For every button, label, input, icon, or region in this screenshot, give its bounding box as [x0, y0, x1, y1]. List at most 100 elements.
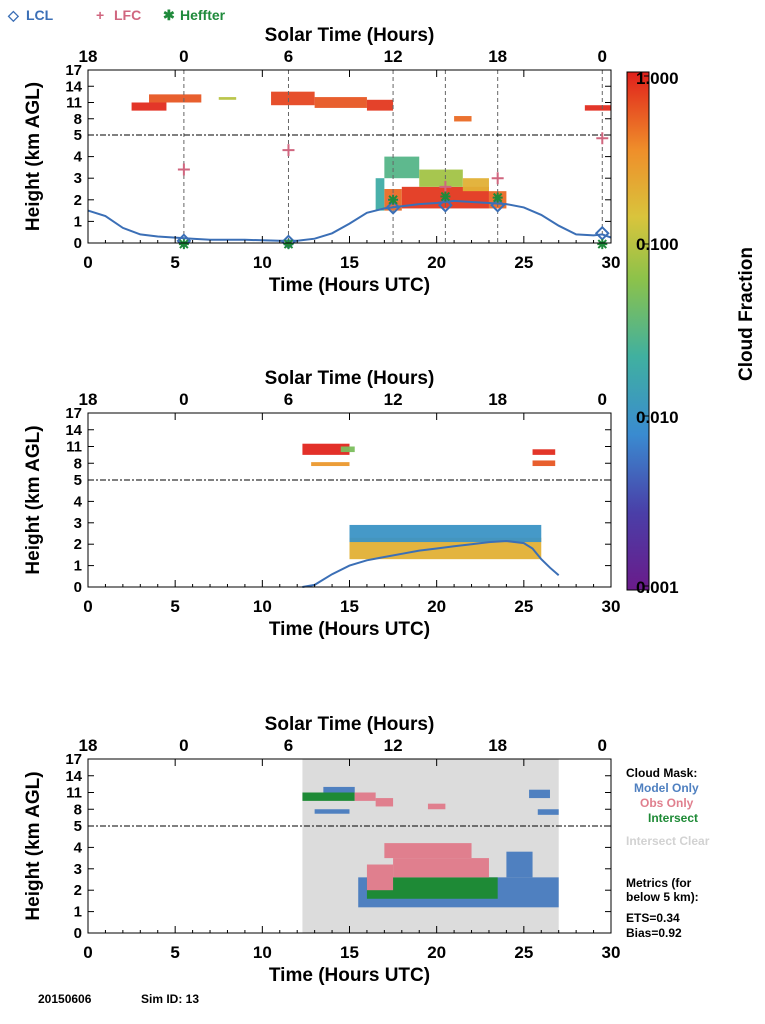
legend-lcl-label: LCL: [26, 7, 54, 23]
x-tick-label: 10: [253, 253, 272, 272]
y-tick-label: 2: [74, 882, 82, 899]
lfc-point: [282, 144, 295, 157]
cloud-mask-cell-model: [506, 851, 533, 878]
top-axis-title: Solar Time (Hours): [265, 25, 435, 46]
colorbar-gradient: [626, 71, 650, 591]
cloud-fraction-cell: [584, 105, 611, 111]
lcl-line: [302, 539, 560, 588]
cloud-mask-cell-intersect: [366, 877, 498, 899]
y-tick-label: 4: [74, 493, 83, 510]
cloud-mask-model-only: Model Only: [634, 781, 699, 795]
cloud-fraction-cell: [532, 449, 556, 455]
cloud-mask-cell-model: [537, 809, 559, 815]
lcl-point: [385, 199, 401, 215]
cloud-mask-cell-obs: [393, 858, 489, 878]
x-tick-label: 5: [170, 253, 179, 272]
x-tick-label: 25: [514, 597, 533, 616]
legend-heffter-symbol: ✱: [163, 7, 175, 23]
heffter-point: [597, 239, 608, 250]
metrics-ets: ETS=0.34: [626, 911, 680, 925]
legend-heffter-label: Heffter: [180, 7, 226, 23]
top-axis-title: Solar Time (Hours): [265, 368, 435, 389]
top-tick-label: 18: [488, 47, 507, 66]
lcl-point: [437, 197, 453, 213]
metrics-title-line1: Metrics (for: [626, 876, 692, 890]
x-tick-label: 15: [340, 943, 359, 962]
heffter-point: [440, 191, 451, 202]
y-tick-label: 3: [74, 170, 82, 187]
top-tick-label: 18: [79, 736, 98, 755]
cloud-mask-title: Cloud Mask:: [626, 766, 697, 780]
y-tick-label: 5: [74, 818, 82, 835]
cloud-fraction-cell: [218, 97, 237, 100]
legend-lfc-symbol: +: [96, 7, 104, 23]
colorbar-tick-label: 0.100: [636, 235, 679, 254]
cloud-fraction-cell: [131, 102, 167, 111]
top-tick-label: 6: [284, 390, 293, 409]
y-tick-label: 2: [74, 192, 82, 209]
y-tick-label: 1: [74, 213, 82, 230]
x-tick-label: 20: [427, 253, 446, 272]
y-tick-label: 17: [65, 405, 82, 422]
y-tick-label: 5: [74, 127, 82, 144]
heffter-point: [388, 194, 399, 205]
cloud-fraction-cell: [532, 460, 556, 467]
y-tick-label: 1: [74, 904, 82, 921]
y-tick-label: 4: [74, 149, 83, 166]
y-tick-label: 0: [74, 235, 82, 252]
top-tick-label: 0: [598, 47, 607, 66]
cloud-fraction-cell: [311, 462, 350, 467]
lfc-point: [177, 163, 190, 176]
cloud-fraction-cell: [419, 169, 463, 187]
cloud-mask-obs-only: Obs Only: [640, 796, 694, 810]
y-tick-label: 1: [74, 558, 82, 575]
top-tick-label: 12: [384, 390, 403, 409]
lcl-line: [87, 199, 612, 242]
cloud-fraction-cell: [366, 99, 394, 111]
cloud-fraction-cell: [314, 97, 367, 108]
y-tick-label: 11: [66, 785, 82, 802]
top-tick-label: 12: [384, 47, 403, 66]
lfc-point: [439, 180, 452, 193]
cloud-mask-cell-obs: [375, 798, 394, 807]
heffter-point: [283, 239, 294, 250]
legend-lfc-label: LFC: [114, 7, 141, 23]
x-axis-title: Time (Hours UTC): [269, 965, 430, 986]
y-tick-label: 8: [74, 801, 82, 818]
y-tick-label: 11: [66, 439, 82, 456]
y-tick-label: 11: [66, 95, 82, 112]
y-tick-label: 2: [74, 536, 82, 553]
y-axis-title: Height (km AGL): [23, 82, 44, 231]
metrics-title-line2: below 5 km):: [626, 890, 699, 904]
top-tick-label: 0: [179, 390, 188, 409]
plot-frame: [87, 412, 612, 588]
y-tick-label: 3: [74, 861, 82, 878]
y-axis-title: Height (km AGL): [23, 425, 44, 574]
y-axis-title: Height (km AGL): [23, 771, 44, 920]
x-tick-label: 5: [170, 597, 179, 616]
top-tick-label: 12: [384, 736, 403, 755]
y-tick-label: 8: [74, 111, 82, 128]
top-tick-label: 18: [488, 736, 507, 755]
cloud-fraction-cell: [149, 94, 202, 103]
cloud-fraction-cell: [271, 91, 315, 106]
y-tick-label: 14: [65, 768, 82, 785]
x-axis-title: Time (Hours UTC): [269, 275, 430, 296]
colorbar: 1.000 0.100 0.010 0.001 Cloud Fraction: [626, 69, 757, 597]
x-tick-label: 25: [514, 943, 533, 962]
top-tick-label: 18: [79, 390, 98, 409]
cloud-mask-cell-obs: [384, 843, 472, 859]
cloud-fraction-cell: [454, 116, 472, 122]
cloud-mask-cell-model: [314, 809, 350, 814]
top-tick-label: 0: [598, 736, 607, 755]
cloud-fraction-cell: [340, 446, 355, 453]
cloud-fraction-cell: [462, 178, 489, 192]
top-axis-title: Solar Time (Hours): [265, 714, 435, 735]
x-tick-label: 10: [253, 597, 272, 616]
colorbar-tick-label: 1.000: [636, 69, 679, 88]
y-tick-label: 17: [65, 751, 82, 768]
top-tick-label: 6: [284, 736, 293, 755]
